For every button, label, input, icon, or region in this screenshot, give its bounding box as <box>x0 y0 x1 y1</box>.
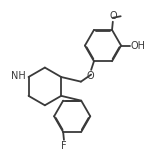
Text: O: O <box>87 71 94 81</box>
Text: O: O <box>109 11 117 21</box>
Text: OH: OH <box>130 41 146 50</box>
Text: NH: NH <box>11 71 26 81</box>
Text: F: F <box>61 141 67 151</box>
